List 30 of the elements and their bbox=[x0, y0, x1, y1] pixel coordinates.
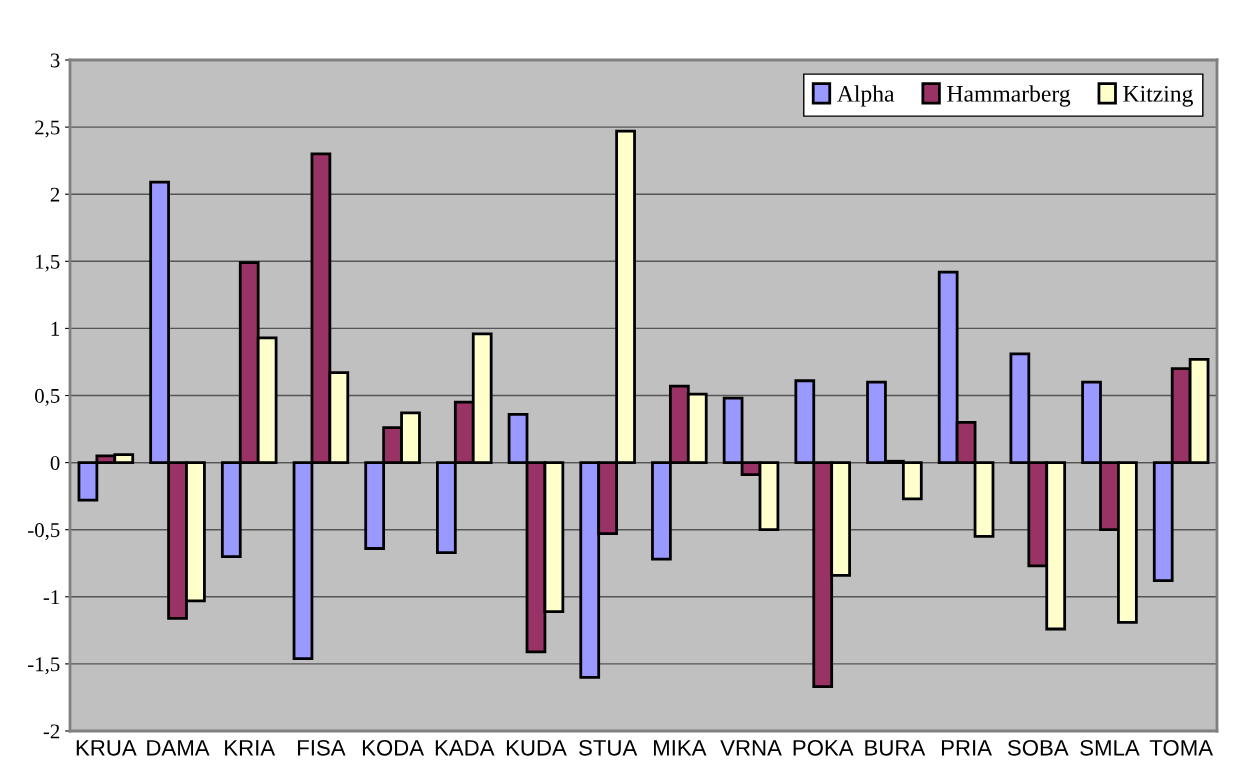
y-tick-label: 3 bbox=[50, 53, 60, 68]
x-tick-label: KADA bbox=[435, 740, 495, 756]
x-tick-label: SMLA bbox=[1080, 739, 1140, 756]
legend-label: Alpha bbox=[837, 85, 895, 107]
y-tick-label: -1,5 bbox=[28, 657, 60, 675]
y-tick-label: -1 bbox=[43, 590, 60, 605]
x-tick-label: STUA bbox=[579, 739, 638, 756]
y-tick-label: 1 bbox=[51, 321, 60, 336]
legend-label: Kitzing bbox=[1123, 85, 1193, 107]
y-tick-label: 2,5 bbox=[35, 120, 60, 138]
x-tick-label: SOBA bbox=[1007, 739, 1069, 756]
y-tick-label: 1,5 bbox=[36, 254, 60, 272]
x-tick-label: DAMA bbox=[147, 740, 210, 756]
x-tick-label: KRUA bbox=[76, 740, 137, 756]
x-tick-label: FISA bbox=[298, 739, 346, 756]
y-tick-label: 0 bbox=[50, 455, 60, 471]
x-tick-label: TOMA bbox=[1149, 739, 1214, 756]
x-tick-label: PRIA bbox=[941, 740, 992, 756]
x-tick-label: KUDA bbox=[506, 740, 567, 756]
y-tick-label: 2 bbox=[50, 187, 60, 202]
y-tick-label: 0,5 bbox=[35, 388, 60, 406]
x-tick-label: KODA bbox=[362, 739, 425, 756]
x-tick-label: MIKA bbox=[654, 740, 707, 756]
legend-label: Hammarberg bbox=[947, 85, 1071, 107]
x-tick-label: VRNA bbox=[720, 740, 782, 756]
x-tick-label: KRIA bbox=[225, 740, 276, 756]
x-tick-label: BURA bbox=[865, 740, 926, 756]
y-tick-label: -0,5 bbox=[28, 523, 60, 541]
x-tick-label: POKA bbox=[793, 739, 854, 756]
y-tick-label: -2 bbox=[43, 724, 60, 739]
